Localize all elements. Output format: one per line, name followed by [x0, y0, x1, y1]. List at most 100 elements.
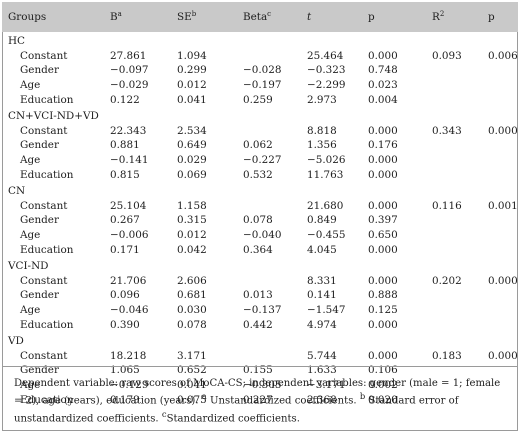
group-row: CN: [2, 182, 518, 199]
cell-t: 8.818: [307, 124, 337, 137]
cell-beta: −0.197: [243, 79, 282, 92]
cell-beta: 0.062: [243, 139, 273, 152]
cell-b: 0.390: [110, 318, 140, 331]
cell-beta: −0.040: [243, 229, 282, 242]
cell-se: 1.094: [177, 49, 207, 62]
cell-r2: [432, 167, 488, 182]
cell-se: 0.078: [177, 318, 207, 331]
table-row: Gender −0.097 0.299 −0.028 −0.323 0.748: [2, 63, 518, 78]
cell-p: 0.002: [368, 378, 398, 391]
cell-beta: −0.028: [243, 64, 282, 77]
cell-p: 0.125: [368, 303, 398, 316]
row-label: Education: [20, 393, 74, 406]
cell-p2: 0.000: [488, 124, 518, 137]
cell-t: 21.680: [307, 199, 344, 212]
cell-p2: 0.006: [488, 49, 518, 62]
cell-p2: [488, 317, 518, 332]
cell-se: 0.075: [177, 393, 207, 406]
table-row: Education 0.179 0.075 0.227 2.368 0.020: [2, 392, 518, 407]
group-name: CN+VCI-ND+VD: [8, 110, 99, 123]
cell-p2: [488, 138, 518, 153]
header-se: SEb: [177, 2, 243, 32]
cell-t: 0.141: [307, 289, 337, 302]
cell-t: 11.763: [307, 168, 344, 181]
cell-beta: 0.532: [243, 168, 273, 181]
footnote-b: Standard error of unstandardized coeffic…: [14, 395, 459, 425]
row-label: Constant: [20, 49, 68, 62]
table-body: HC Constant 27.861 1.094 25.464 0.000 0.093 0.0…: [2, 32, 518, 407]
cell-se: 0.041: [177, 93, 207, 106]
table-row: Age −0.046 0.030 −0.137 −1.547 0.125: [2, 303, 518, 318]
cell-se: 0.299: [177, 64, 207, 77]
row-label: Education: [20, 168, 74, 181]
cell-r2: [432, 92, 488, 107]
row-label: Gender: [20, 139, 59, 152]
cell-p2: 0.000: [488, 349, 518, 362]
cell-se: 0.012: [177, 79, 207, 92]
cell-t: 1.356: [307, 139, 337, 152]
cell-se: 0.069: [177, 168, 207, 181]
cell-p: 0.000: [368, 49, 398, 62]
row-label: Gender: [20, 364, 59, 377]
cell-se: 2.534: [177, 124, 207, 137]
group-name: CN: [8, 185, 26, 198]
cell-b: 0.122: [110, 93, 140, 106]
cell-se: 0.029: [177, 154, 207, 167]
table-row: Age −0.141 0.029 −0.227 −5.026 0.000: [2, 153, 518, 168]
cell-p: 0.397: [368, 214, 398, 227]
cell-b: −0.141: [110, 154, 149, 167]
cell-r2: [432, 138, 488, 153]
cell-beta: 0.442: [243, 318, 273, 331]
table-row: Gender 0.096 0.681 0.013 0.141 0.888: [2, 288, 518, 303]
cell-se: 0.012: [177, 229, 207, 242]
cell-p: 0.888: [368, 289, 398, 302]
cell-b: 0.267: [110, 214, 140, 227]
cell-b: 21.706: [110, 274, 147, 287]
group-row: CN+VCI-ND+VD: [2, 107, 518, 124]
cell-p: 0.004: [368, 93, 398, 106]
cell-p: 0.000: [368, 168, 398, 181]
cell-p2: [488, 303, 518, 318]
cell-p2: [488, 288, 518, 303]
cell-p2: [488, 213, 518, 228]
cell-beta: 0.364: [243, 243, 273, 256]
row-label: Age: [20, 303, 41, 316]
row-label: Gender: [20, 289, 59, 302]
cell-beta: [243, 124, 307, 139]
cell-beta: [243, 348, 307, 363]
cell-p2: [488, 153, 518, 168]
header-t: t: [307, 2, 368, 32]
cell-beta: −0.305: [243, 378, 282, 391]
cell-t: −0.323: [307, 64, 346, 77]
table-row: Education 0.122 0.041 0.259 2.973 0.004: [2, 92, 518, 107]
footnote-c-mark: c: [161, 408, 167, 419]
row-label: Education: [20, 318, 74, 331]
cell-beta: 0.227: [243, 393, 273, 406]
table-row: Gender 0.881 0.649 0.062 1.356 0.176: [2, 138, 518, 153]
header-p-model: p: [488, 2, 518, 32]
footnote-a: Unstandardized coefficients.: [206, 395, 357, 407]
cell-p: 0.176: [368, 139, 398, 152]
row-label: Constant: [20, 124, 68, 137]
cell-b: −0.029: [110, 79, 149, 92]
cell-r2: [432, 242, 488, 257]
row-label: Education: [20, 93, 74, 106]
table-row: Constant 21.706 2.606 8.331 0.000 0.202 0.000: [2, 274, 518, 289]
cell-p: 0.106: [368, 364, 398, 377]
cell-p: 0.748: [368, 64, 398, 77]
cell-beta: 0.259: [243, 93, 273, 106]
header-beta: Betac: [243, 2, 307, 32]
regression-table: Groups Ba SEb Betac t p R2 p HC Constant 2…: [2, 2, 518, 407]
cell-se: 1.158: [177, 199, 207, 212]
group-name: VD: [8, 335, 24, 348]
cell-p: 0.000: [368, 274, 398, 287]
cell-beta: [243, 49, 307, 64]
table-row: Age −0.129 0.041 −0.305 −3.171 0.002: [2, 378, 518, 393]
cell-r2: [432, 303, 488, 318]
cell-t: 4.974: [307, 318, 337, 331]
cell-r2: 0.183: [432, 349, 462, 362]
header-groups: Groups: [2, 2, 110, 32]
cell-b: 18.218: [110, 349, 147, 362]
table-row: Education 0.171 0.042 0.364 4.045 0.000: [2, 242, 518, 257]
